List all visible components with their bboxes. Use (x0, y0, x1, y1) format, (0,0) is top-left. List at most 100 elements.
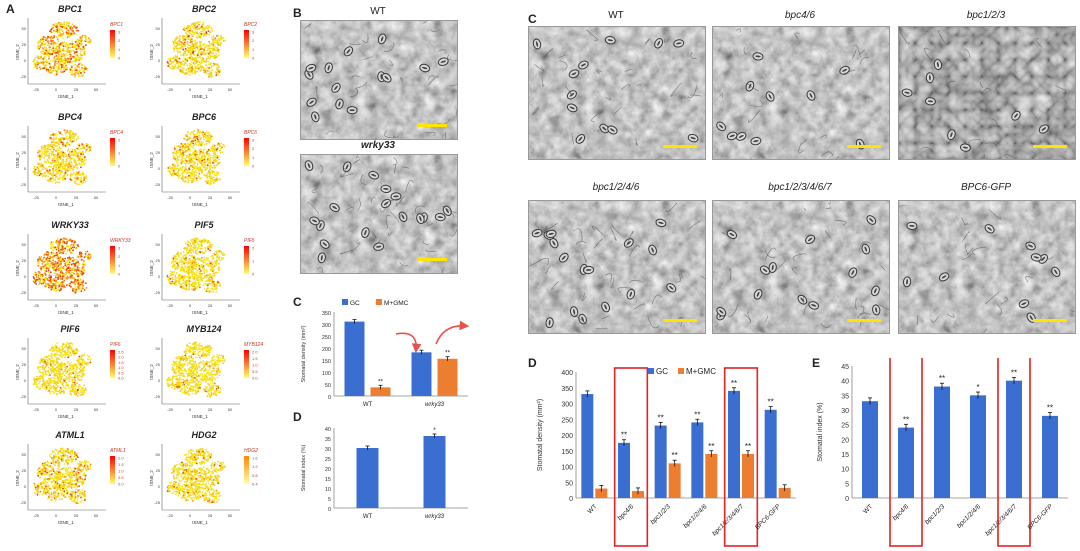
tsne-y-label: tSNE_2 (15, 470, 20, 486)
tsne-x-tick: -25 (167, 513, 174, 518)
micrograph-title: bpc1/2/3 (966, 10, 1006, 21)
legend-swatch (376, 299, 382, 305)
tsne-y-tick: -25 (154, 500, 161, 505)
tsne-x-tick: 50 (94, 303, 99, 308)
y-tick-label: 0 (328, 507, 331, 513)
tsne-plot: BPC6 -25 0 25 50 -25 0 25 50 tSNE_1 tSNE_2 BPC6 3 2 1 0 (148, 112, 278, 210)
tsne-y-tick: 50 (156, 346, 161, 351)
stoma-cell (575, 133, 586, 144)
significance-mark: ** (768, 398, 774, 407)
stoma-cell (319, 239, 330, 249)
tsne-x-tick: -25 (33, 87, 40, 92)
tsne-gene-title: BPC4 (57, 112, 82, 122)
tsne-legend-colorbar (244, 138, 249, 166)
y-tick-label: 30 (841, 408, 849, 415)
significance-mark: * (976, 383, 979, 392)
stoma-cell (346, 106, 358, 115)
x-category-label: WT (363, 402, 373, 408)
tsne-legend-tick: 3 (252, 138, 255, 143)
stoma-cell (925, 72, 935, 84)
scale-bar (663, 319, 697, 322)
y-tick-label: 50 (325, 383, 331, 389)
tsne-x-tick: 0 (55, 407, 58, 412)
stoma-cell (906, 221, 918, 231)
stoma-cell (545, 229, 557, 239)
tsne-y-tick: 0 (158, 58, 161, 63)
bar (728, 390, 740, 498)
tsne-y-tick: 50 (22, 134, 27, 139)
stoma-cell (848, 267, 858, 278)
bar (862, 401, 878, 498)
tsne-x-tick: 0 (189, 303, 192, 308)
x-category-label: WT (862, 503, 874, 515)
tsne-y-tick: 25 (156, 150, 161, 155)
stoma-cell (959, 143, 971, 152)
increase-arrow (395, 332, 422, 354)
tsne-y-tick: 0 (158, 378, 161, 383)
scale-bar (1033, 319, 1067, 322)
stoma-cell (309, 216, 320, 226)
bar (411, 352, 432, 396)
tsne-x-tick: 50 (228, 303, 233, 308)
micrograph (528, 200, 706, 334)
significance-mark: ** (903, 415, 909, 424)
tsne-points (32, 129, 92, 186)
x-category-label: bpc1/2/3 (649, 503, 672, 526)
tsne-x-tick: 25 (74, 303, 79, 308)
tsne-points (166, 21, 226, 78)
tsne-y-label: tSNE_2 (15, 44, 20, 60)
y-tick-label: 20 (325, 467, 331, 473)
stoma-cell (578, 313, 587, 325)
tsne-x-tick: -25 (167, 195, 174, 200)
stoma-cell (753, 289, 763, 300)
significance-mark: ** (1011, 368, 1017, 377)
tsne-legend-colorbar (110, 456, 115, 484)
tsne-legend-colorbar (244, 246, 249, 274)
y-tick-label: 150 (561, 449, 573, 456)
y-tick-label: 150 (322, 359, 331, 365)
y-tick-label: 35 (325, 437, 331, 443)
tsne-y-tick: -25 (20, 74, 27, 79)
stoma-cell (759, 265, 771, 275)
scale-bar (1033, 145, 1067, 148)
tsne-x-tick: 50 (228, 87, 233, 92)
tsne-y-tick: -25 (154, 290, 161, 295)
scale-bar (663, 145, 697, 148)
bar (705, 453, 718, 498)
tsne-x-label: tSNE_1 (58, 94, 74, 99)
tsne-x-tick: -25 (33, 513, 40, 518)
stoma-cell (558, 252, 569, 263)
panel-letter-a: A (6, 2, 15, 16)
stoma-cell (324, 62, 333, 74)
tsne-legend-tick: 0.8 (252, 473, 258, 478)
stoma-cell (654, 38, 664, 49)
x-category-label: bpc1/2/3/4/6/7 (984, 503, 1018, 537)
tsne-points (166, 237, 226, 294)
legend-label: M+GMC (686, 367, 716, 376)
stoma-cell (437, 57, 449, 66)
micrograph-title: WT (608, 10, 624, 21)
significance-mark: ** (672, 451, 678, 460)
y-tick-label: 100 (561, 465, 573, 472)
x-category-label: bpc1/2/3 (924, 503, 947, 526)
stoma-cell (871, 285, 880, 297)
tsne-y-tick: -25 (20, 500, 27, 505)
tsne-legend-tick: 0.0 (118, 482, 124, 487)
tsne-x-tick: 50 (94, 407, 99, 412)
y-tick-label: 400 (561, 370, 573, 377)
tsne-plot: BPC4 -25 0 25 50 -25 0 25 50 tSNE_1 tSNE_2 BPC4 2 1 0 (14, 112, 144, 210)
tsne-x-tick: 50 (94, 87, 99, 92)
stoma-cell (331, 82, 341, 93)
stoma-cell (626, 288, 636, 300)
micrograph-title: bpc1/2/3/4/6/7 (768, 182, 832, 193)
tsne-y-tick: 25 (156, 468, 161, 473)
tsne-x-label: tSNE_1 (192, 94, 208, 99)
tsne-y-tick: -25 (154, 182, 161, 187)
stoma-cell (687, 133, 699, 143)
x-category-label: bpc1/2/4/6 (682, 503, 709, 530)
tsne-x-tick: 0 (189, 513, 192, 518)
y-tick-label: 15 (325, 477, 331, 483)
tsne-legend-tick: 0 (252, 56, 255, 61)
significance-mark: ** (378, 378, 384, 385)
bar (618, 442, 630, 498)
